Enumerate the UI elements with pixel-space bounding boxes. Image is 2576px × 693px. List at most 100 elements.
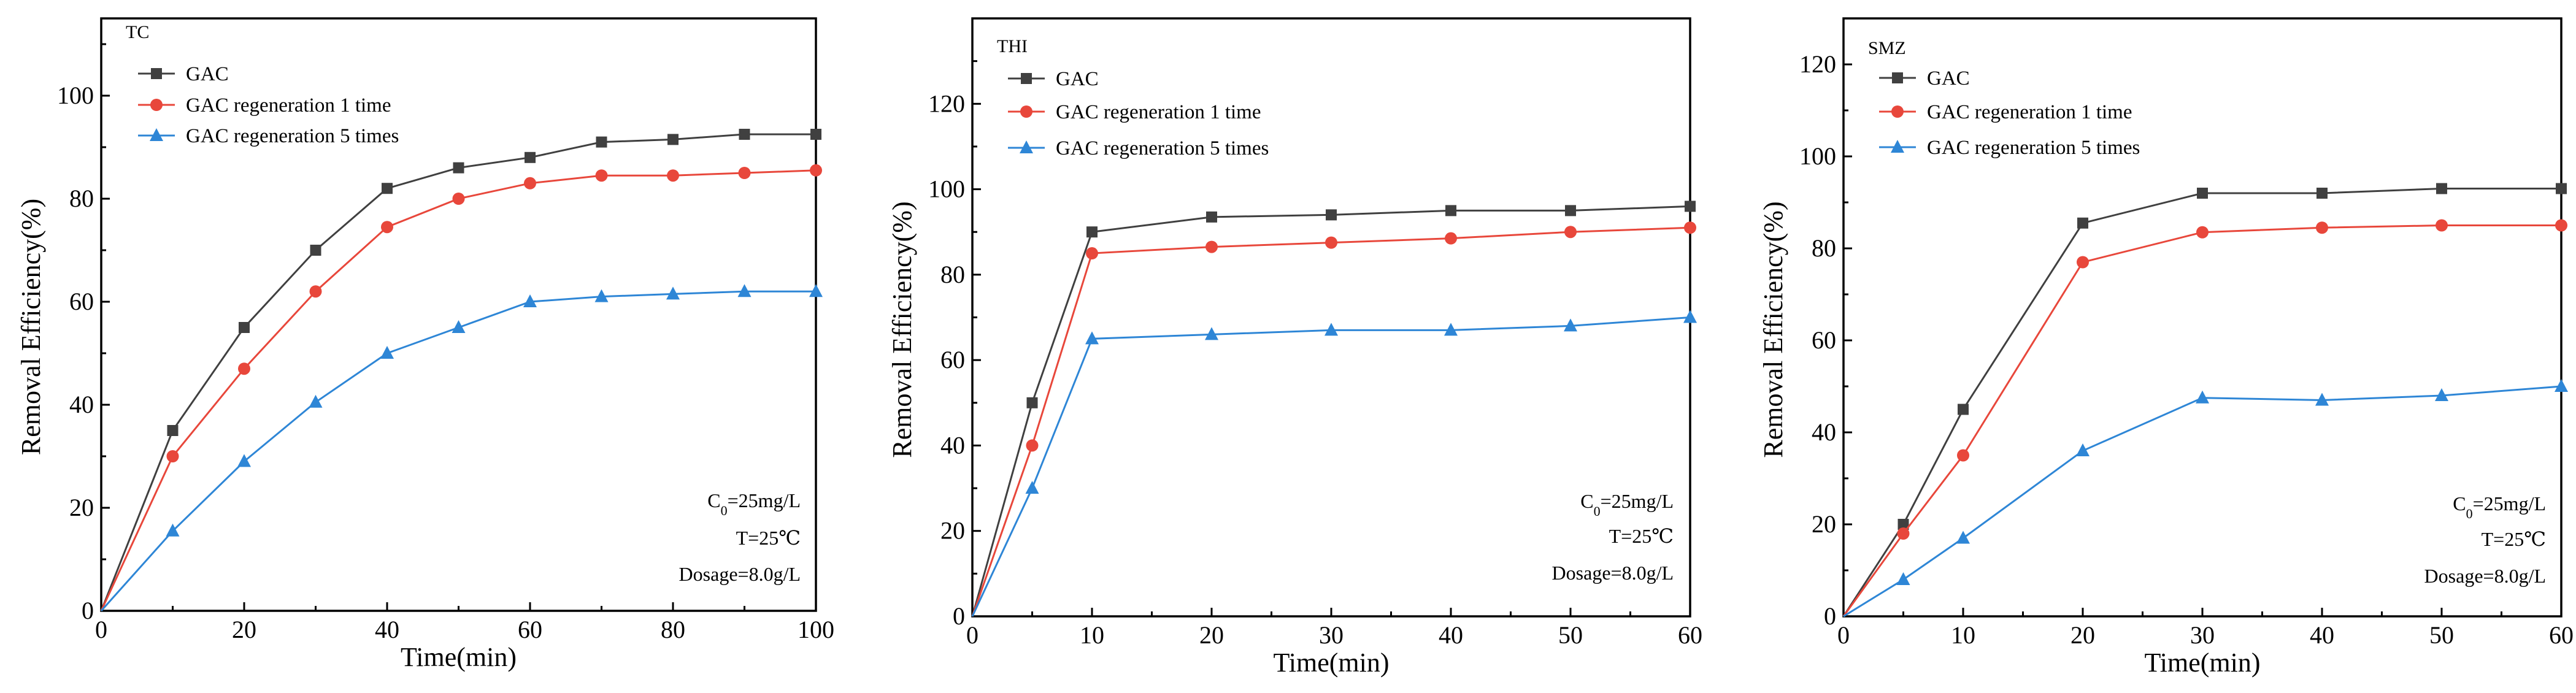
c0-symbol: C: [1580, 490, 1593, 512]
legend-entry-1: GAC: [1008, 68, 1099, 90]
c0-symbol: C: [707, 489, 720, 511]
data-point: [2077, 256, 2089, 269]
x-tick-label: 0: [1837, 621, 1850, 649]
data-point: [452, 320, 466, 333]
data-point: [1444, 323, 1458, 336]
x-tick-label: 40: [2310, 621, 2334, 649]
panel-thi: 0 10 20 30 40 50 60 0 20 40 60 80 100 120 Time(min) Rem…: [887, 17, 1702, 678]
x-tick-label: 50: [2429, 621, 2454, 649]
data-point: [738, 167, 751, 179]
x-tick-label: 20: [2070, 621, 2095, 649]
legend-marker: [1891, 140, 1904, 153]
data-point: [2316, 221, 2328, 234]
c0-subscript: 0: [721, 503, 728, 518]
data-point: [239, 322, 250, 333]
legend-entry-2: GAC regeneration 1 time: [1879, 101, 2132, 123]
data-point: [1683, 310, 1697, 323]
c0-subscript: 0: [1594, 503, 1601, 519]
panel-title: SMZ: [1868, 38, 1906, 58]
x-tick-label: 0: [966, 621, 978, 649]
series-line: [971, 226, 1691, 617]
data-point: [1026, 439, 1039, 452]
x-tick-label: 50: [1558, 621, 1583, 649]
y-axis-title: Removal Efficiency(%): [16, 199, 46, 455]
legend-entry-2: GAC regeneration 1 time: [138, 94, 391, 117]
data-point: [1685, 201, 1696, 212]
data-point: [596, 136, 607, 148]
legend-marker: [150, 99, 163, 111]
data-point: [1897, 519, 1909, 530]
data-point: [1086, 226, 1098, 238]
x-axis-title: Time(min): [1273, 648, 1389, 678]
legend-entry-3: GAC regeneration 5 times: [1879, 137, 2140, 159]
data-point: [1085, 331, 1099, 345]
panel-tc: 0 20 40 60 80 100 0 20 40 60 80 100 Time(min) Removal…: [16, 17, 834, 672]
data-point: [524, 177, 536, 190]
data-point: [1445, 205, 1456, 216]
series-3: [1843, 379, 2568, 618]
series-line: [971, 205, 1691, 617]
y-tick-label: 0: [82, 597, 94, 624]
x-tick-label: 30: [2190, 621, 2215, 649]
legend-label: GAC regeneration 5 times: [1056, 137, 1269, 159]
condition-dosage: Dosage=8.0g/L: [2424, 565, 2546, 587]
data-point: [737, 284, 752, 297]
data-point: [2556, 183, 2567, 194]
data-point: [1684, 221, 1696, 234]
y-tick-label: 0: [953, 602, 965, 630]
y-tick-label: 20: [940, 517, 965, 545]
x-tick-label: 0: [95, 616, 107, 643]
legend-label: GAC: [1056, 68, 1099, 90]
data-point: [2076, 443, 2090, 456]
panel-title: THI: [997, 36, 1028, 56]
condition-concentration: C0=25mg/L: [2453, 492, 2546, 521]
legend-marker: [1020, 140, 1033, 153]
c0-symbol: C: [2453, 492, 2466, 515]
data-point: [1026, 397, 1038, 408]
legend-label: GAC: [1927, 67, 1970, 90]
series-line: [971, 316, 1691, 617]
condition-concentration: C0=25mg/L: [1580, 490, 1674, 519]
legend-entry-2: GAC regeneration 1 time: [1008, 101, 1261, 123]
data-point: [1205, 240, 1218, 253]
data-point: [1326, 209, 1337, 221]
data-point: [2315, 392, 2329, 406]
data-point: [2316, 188, 2328, 199]
data-point: [1564, 226, 1577, 239]
series-3: [100, 284, 823, 612]
data-point: [809, 284, 823, 297]
data-point: [167, 425, 179, 436]
data-point: [2555, 379, 2568, 392]
x-tick-label: 40: [375, 616, 399, 643]
panel-title: TC: [126, 22, 149, 42]
data-point: [595, 169, 608, 182]
data-point: [2436, 219, 2448, 232]
legend-label: GAC regeneration 1 time: [1927, 101, 2132, 123]
legend-entry-3: GAC regeneration 5 times: [138, 125, 399, 147]
y-tick-label: 60: [940, 346, 965, 373]
series-3: [971, 310, 1697, 617]
panel-smz: 0 10 20 30 40 50 60 0 20 40 60 80 100 120 Time(min) Rem…: [1758, 17, 2574, 678]
conditions-annotation: C0=25mg/L T=25℃ Dosage=8.0g/L: [2424, 492, 2546, 587]
data-point: [381, 221, 393, 234]
data-point: [309, 285, 322, 298]
y-tick-label: 60: [1812, 326, 1836, 354]
data-point: [1325, 323, 1338, 336]
legend-label: GAC regeneration 5 times: [1927, 137, 2140, 159]
data-point: [1205, 327, 1218, 340]
series-line: [100, 169, 817, 611]
conditions-annotation: C0=25mg/L T=25℃ Dosage=8.0g/L: [679, 489, 801, 585]
y-tick-label: 80: [940, 261, 965, 288]
condition-concentration: C0=25mg/L: [707, 489, 801, 518]
data-point: [237, 454, 251, 467]
series-1: [1842, 183, 2567, 617]
data-point: [1325, 236, 1337, 249]
y-tick-label: 100: [928, 175, 965, 203]
data-point: [380, 346, 394, 359]
data-point: [2077, 217, 2088, 229]
data-point: [1896, 572, 1910, 585]
x-axis-title: Time(min): [2144, 648, 2260, 678]
conditions-annotation: C0=25mg/L T=25℃ Dosage=8.0g/L: [1552, 490, 1674, 584]
data-point: [2197, 188, 2208, 199]
y-axis-title: Removal Efficiency(%): [887, 201, 917, 458]
